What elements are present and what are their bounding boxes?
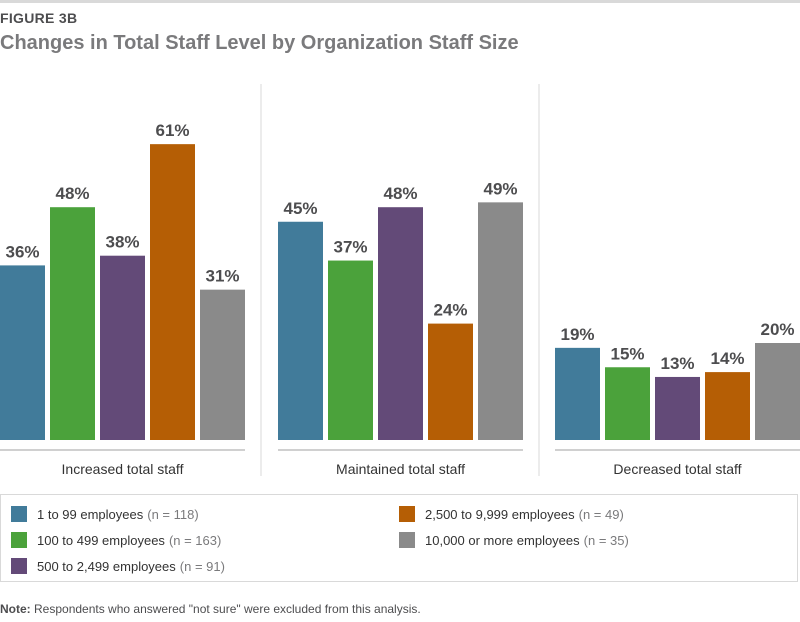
bar-label-3-4: 14% — [710, 349, 744, 368]
note-label: Note: — [0, 602, 31, 616]
bar-label-2-2: 37% — [333, 238, 367, 257]
legend-swatch — [11, 532, 27, 548]
legend-item-500-2499: 500 to 2,499 employees (n = 91) — [11, 558, 225, 574]
legend-n: (n = 118) — [147, 506, 199, 522]
legend-label: 2,500 to 9,999 employees — [425, 506, 575, 522]
bar-2-2 — [328, 260, 373, 440]
bar-2-4 — [428, 323, 473, 440]
bar-label-1-3: 38% — [105, 233, 139, 252]
bar-1-1 — [0, 265, 45, 440]
top-rule — [0, 0, 800, 3]
legend-swatch — [399, 506, 415, 522]
bar-1-2 — [50, 207, 95, 440]
chart-title: Changes in Total Staff Level by Organiza… — [0, 32, 519, 54]
bar-label-2-4: 24% — [433, 301, 467, 320]
figure-label: FIGURE 3B — [0, 10, 78, 26]
bar-label-2-1: 45% — [283, 199, 317, 218]
bar-label-3-1: 19% — [560, 325, 594, 344]
legend-swatch — [11, 558, 27, 574]
bar-label-2-3: 48% — [383, 184, 417, 203]
bar-2-5 — [478, 202, 523, 440]
legend-swatch — [399, 532, 415, 548]
legend-label: 10,000 or more employees — [425, 532, 580, 548]
bar-1-5 — [200, 289, 245, 440]
legend: 1 to 99 employees (n = 118) 100 to 499 e… — [0, 494, 798, 582]
bar-label-1-4: 61% — [155, 121, 189, 140]
bar-3-1 — [555, 347, 600, 440]
bar-3-4 — [705, 372, 750, 440]
bar-3-3 — [655, 376, 700, 440]
legend-n: (n = 35) — [583, 532, 629, 548]
bar-chart: 36% 48% 38% 61% 31% Increased total staff 45% 3… — [0, 84, 800, 477]
bar-1-3 — [100, 255, 145, 440]
bar-2-3 — [378, 207, 423, 440]
legend-item-100-499: 100 to 499 employees (n = 163) — [11, 532, 221, 548]
bar-label-1-1: 36% — [5, 242, 39, 261]
bar-3-5 — [755, 343, 800, 440]
legend-label: 100 to 499 employees — [37, 532, 165, 548]
legend-item-2500-9999: 2,500 to 9,999 employees (n = 49) — [399, 506, 624, 522]
bar-2-1 — [278, 221, 323, 440]
legend-item-1-99: 1 to 99 employees (n = 118) — [11, 506, 199, 522]
bar-label-1-2: 48% — [55, 184, 89, 203]
footnote: Note: Respondents who answered "not sure… — [0, 602, 421, 616]
bar-label-2-5: 49% — [483, 179, 517, 198]
bar-3-2 — [605, 367, 650, 440]
bar-label-3-5: 20% — [760, 320, 794, 339]
bar-label-3-3: 13% — [660, 354, 694, 373]
legend-label: 500 to 2,499 employees — [37, 558, 176, 574]
legend-label: 1 to 99 employees — [37, 506, 144, 522]
legend-n: (n = 91) — [179, 558, 225, 574]
bar-label-3-2: 15% — [610, 344, 644, 363]
legend-n: (n = 49) — [578, 506, 624, 522]
legend-swatch — [11, 506, 27, 522]
category-label-1: Increased total staff — [62, 461, 184, 477]
legend-n: (n = 163) — [168, 532, 222, 548]
note-text: Respondents who answered "not sure" were… — [30, 602, 421, 616]
bar-label-1-5: 31% — [205, 267, 239, 286]
legend-item-10000-plus: 10,000 or more employees (n = 35) — [399, 532, 629, 548]
bar-1-4 — [150, 144, 195, 440]
category-label-3: Decreased total staff — [613, 461, 741, 477]
category-label-2: Maintained total staff — [336, 461, 465, 477]
